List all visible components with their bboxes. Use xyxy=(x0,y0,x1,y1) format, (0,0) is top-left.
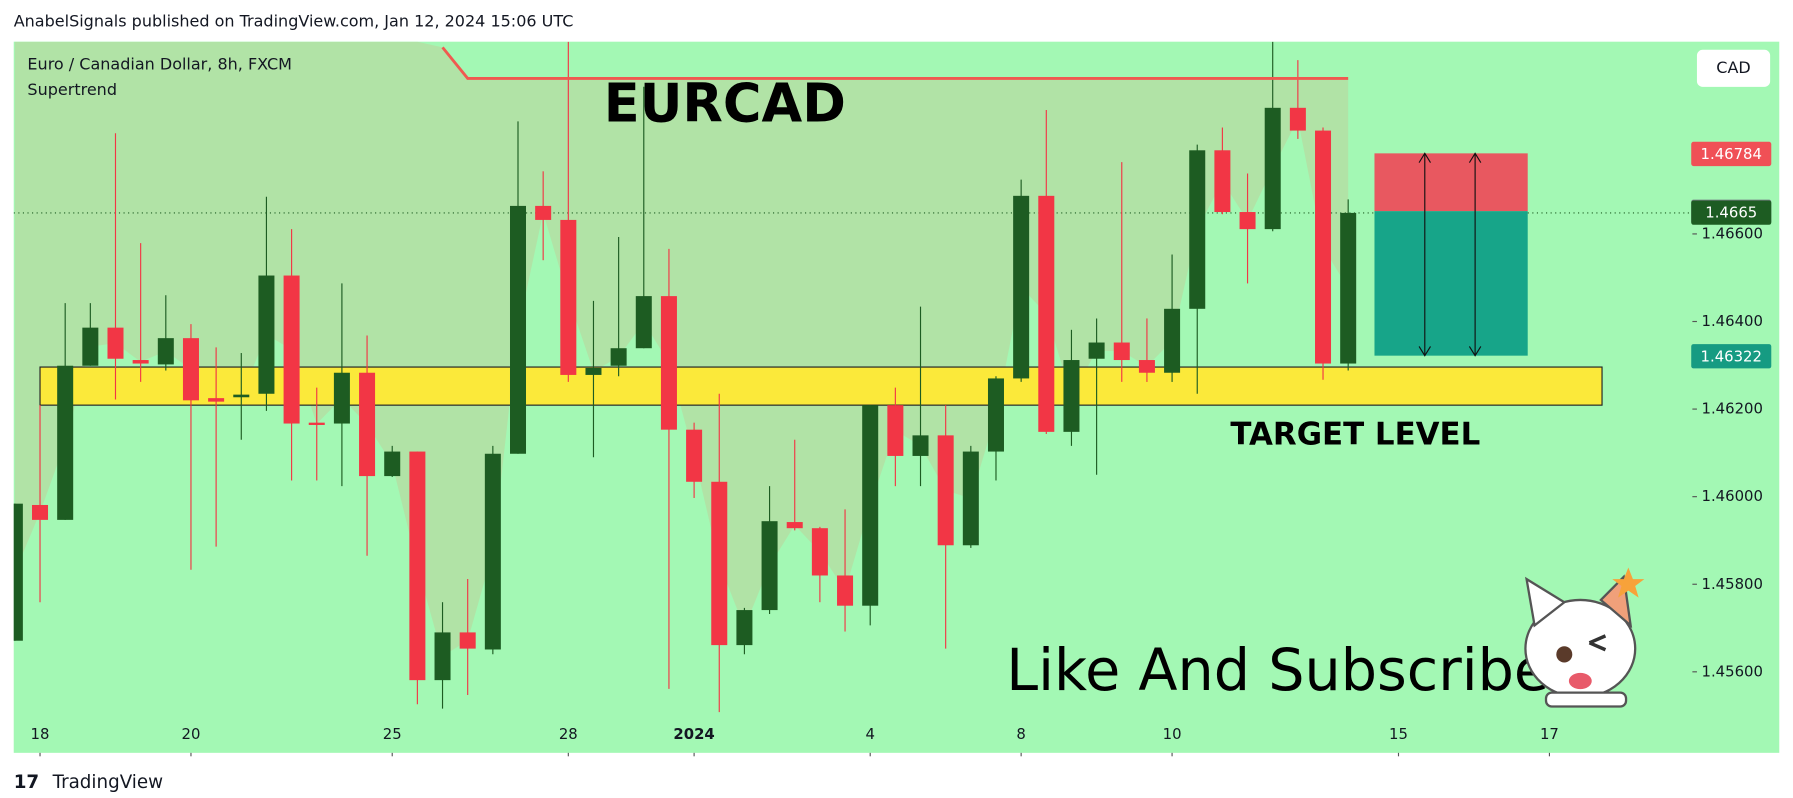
x-tick-label: 8 xyxy=(1016,725,1025,743)
candle-body xyxy=(837,575,854,606)
candle-body xyxy=(132,360,149,364)
candle-body xyxy=(1063,360,1080,432)
target-zone xyxy=(39,366,1603,406)
y-tick-label: 1.45600 xyxy=(1702,662,1763,680)
candle-body xyxy=(459,632,476,649)
candle-body xyxy=(182,338,199,401)
candle-body xyxy=(359,372,376,477)
x-tick-label: 4 xyxy=(865,725,874,743)
candle-body xyxy=(535,205,552,220)
logo-mark: 17 xyxy=(14,772,39,793)
candle-body xyxy=(1264,107,1281,230)
candle-body xyxy=(283,275,300,424)
candle-body xyxy=(560,219,577,375)
y-tick-label: 1.46200 xyxy=(1702,400,1763,418)
candle-body xyxy=(686,429,703,482)
candle-body xyxy=(1038,195,1055,432)
x-tick-label: 20 xyxy=(182,725,201,743)
indicator-name: Supertrend xyxy=(27,80,117,99)
candle-body xyxy=(1138,360,1155,373)
price-label-box xyxy=(1691,344,1772,369)
symbol-annotation: EURCAD xyxy=(604,73,846,134)
candle-body xyxy=(1113,342,1130,361)
arrow-head xyxy=(1418,152,1431,357)
footer-logo: TradingView xyxy=(52,772,163,793)
plot xyxy=(13,41,1693,713)
price-label: 1.46784 xyxy=(1701,145,1762,163)
target-zone-box xyxy=(1374,211,1528,356)
arrow-head xyxy=(1468,152,1482,357)
y-tick-label: 1.46000 xyxy=(1702,487,1763,505)
candle-body xyxy=(1239,212,1256,230)
candle-body xyxy=(233,394,250,398)
candle-body xyxy=(862,405,879,606)
candle-body xyxy=(1289,107,1306,131)
stop-zone xyxy=(1374,153,1528,212)
symbol-title: Euro / Canadian Dollar, 8h, FXCM xyxy=(27,54,292,73)
y-tick-label: 1.46400 xyxy=(1702,312,1763,330)
trend-fill xyxy=(14,41,1349,657)
candle-body xyxy=(409,451,426,681)
overlay: 1.45600 1.45800 1.46000 1.46200 1.46400 1.466… xyxy=(31,141,1772,757)
x-tick-label: 2024 xyxy=(673,725,714,743)
candle-body xyxy=(57,365,74,520)
candle-body xyxy=(987,378,1004,452)
candle-body xyxy=(308,422,325,425)
price-label: 1.46322 xyxy=(1701,347,1762,365)
candle-body xyxy=(157,338,174,365)
candle-body xyxy=(1214,150,1231,213)
candle-body xyxy=(736,610,753,646)
y-tick-label: 1.45800 xyxy=(1702,575,1763,593)
candle-body xyxy=(258,275,275,394)
x-tick-label: 10 xyxy=(1163,725,1182,743)
candle-body xyxy=(811,528,828,576)
price-label: 1.4665 xyxy=(1705,204,1757,222)
y-tick-label: 1.46600 xyxy=(1702,224,1763,242)
currency: CAD xyxy=(1716,58,1750,77)
supertrend-line xyxy=(441,46,1349,80)
candle-body xyxy=(962,451,979,546)
price-label-box xyxy=(1691,141,1772,167)
candle-body xyxy=(887,405,904,456)
x-tick-label: 17 xyxy=(1540,725,1559,743)
candle-body xyxy=(509,205,527,454)
publish-info: AnabelSignals published on TradingView.c… xyxy=(14,11,574,30)
candle-body xyxy=(333,372,350,424)
candle-body xyxy=(912,435,929,456)
candle-body xyxy=(1340,212,1357,364)
candle-body xyxy=(937,435,954,546)
candle-body xyxy=(610,348,627,366)
candle-body xyxy=(761,521,778,611)
candle-body xyxy=(1013,195,1030,379)
candle-body xyxy=(82,327,99,366)
candle-body xyxy=(107,327,124,359)
candle-body xyxy=(434,632,451,681)
x-tick-label: 15 xyxy=(1389,725,1408,743)
candle-body xyxy=(1088,342,1105,359)
cat-sticker xyxy=(1524,567,1645,708)
candle-body xyxy=(786,522,803,529)
candle-body xyxy=(384,451,401,477)
candle-body xyxy=(635,296,652,349)
candle-body xyxy=(711,481,728,646)
cta-annotation: Like And Subscribe xyxy=(1006,636,1549,703)
price-label-box xyxy=(1691,200,1772,225)
x-tick-label: 25 xyxy=(383,725,402,743)
zone-annotation: TARGET LEVEL xyxy=(1230,416,1480,452)
candle-body xyxy=(13,503,23,641)
x-tick-label: 28 xyxy=(559,725,578,743)
candle-body xyxy=(1189,150,1206,309)
candle-body xyxy=(32,504,49,520)
candle-body xyxy=(484,453,501,650)
x-tick-label: 18 xyxy=(31,725,50,743)
candle-body xyxy=(585,367,602,375)
candle-body xyxy=(1315,130,1332,364)
candle-body xyxy=(1164,308,1181,373)
currency-box[interactable] xyxy=(1696,49,1771,87)
candle-body xyxy=(208,398,225,402)
candle-body xyxy=(660,296,677,430)
